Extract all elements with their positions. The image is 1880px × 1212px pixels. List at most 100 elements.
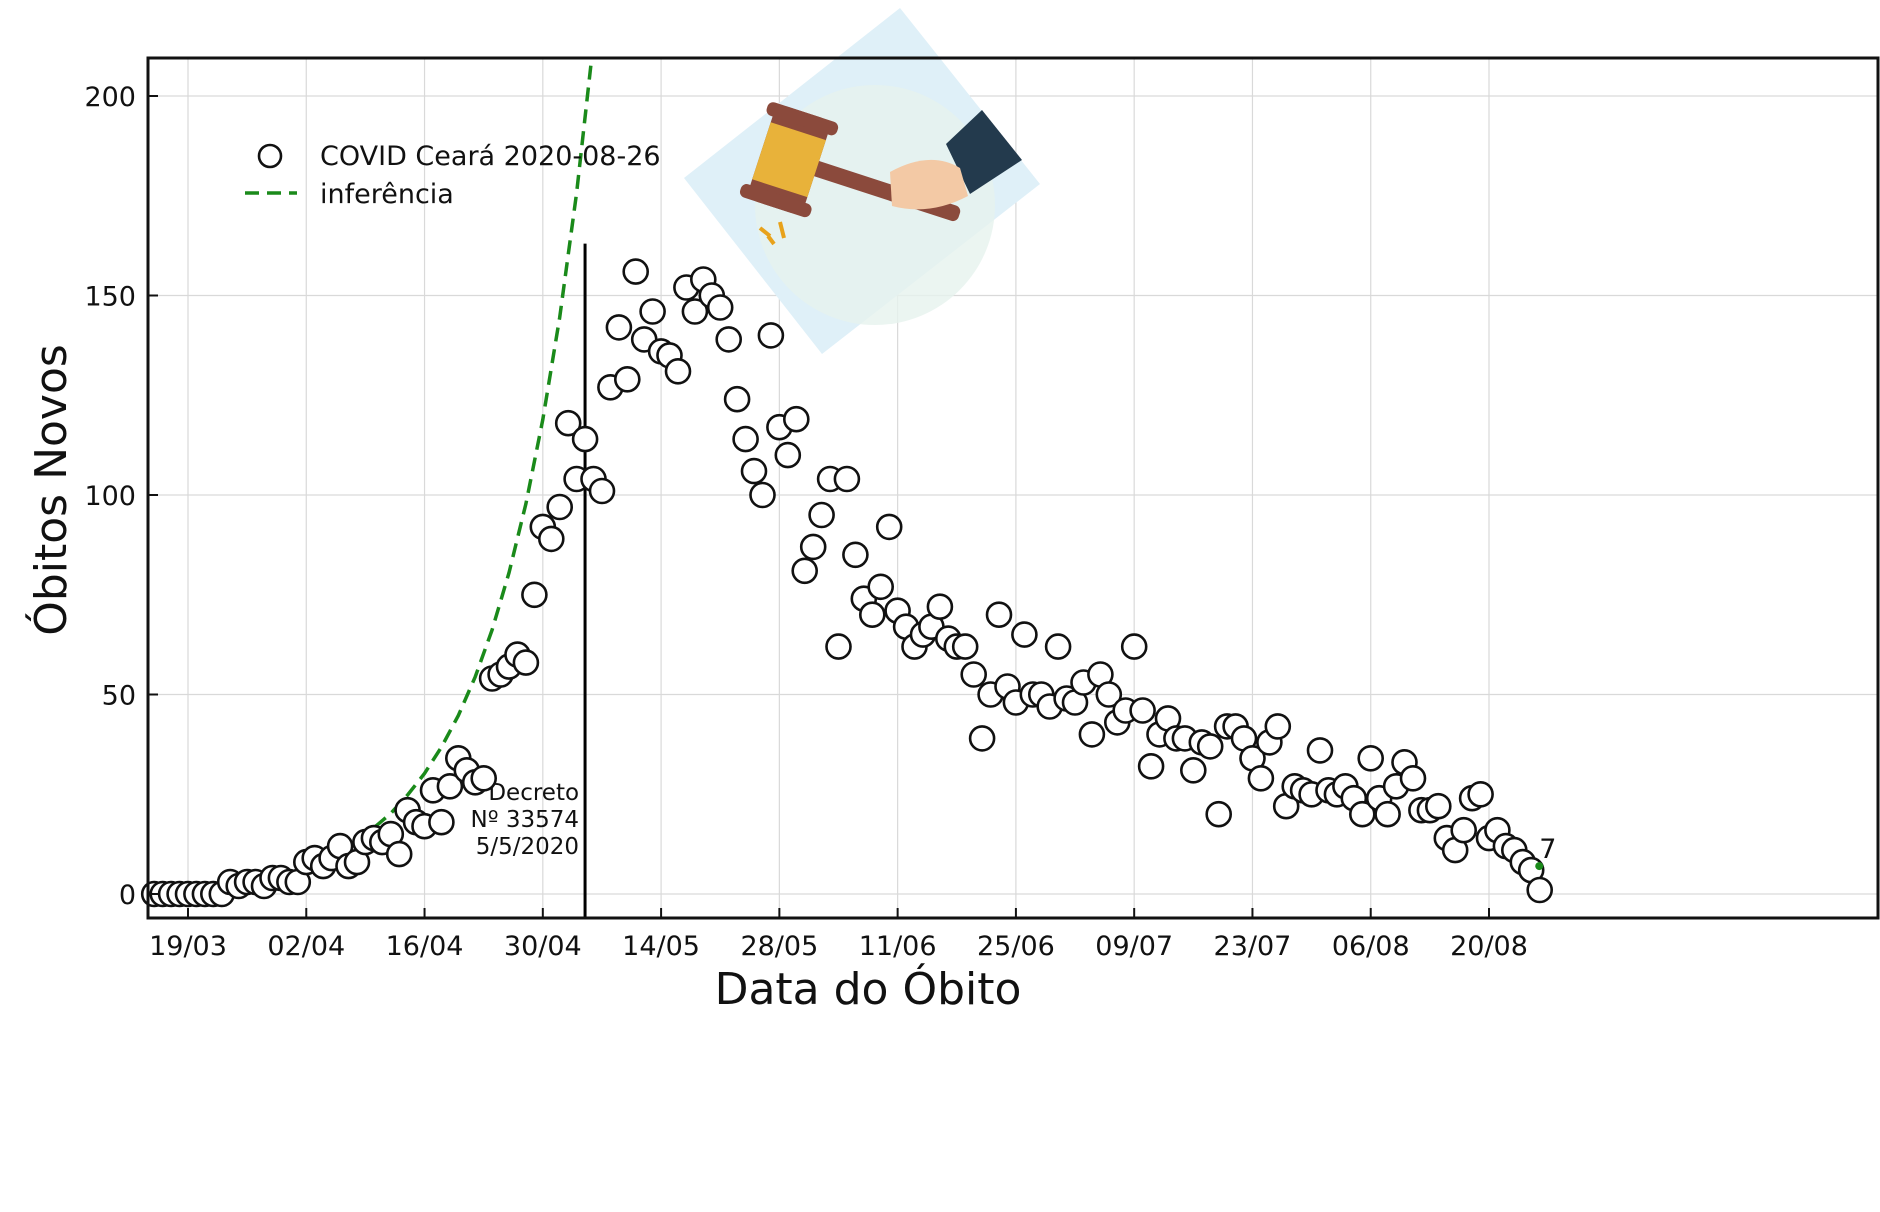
- data-point: [664, 357, 692, 385]
- y-tick-label: 50: [102, 681, 136, 712]
- data-point: [833, 465, 861, 493]
- data-point: [571, 425, 599, 453]
- data-point: [782, 405, 810, 433]
- data-point: [385, 840, 413, 868]
- data-point: [537, 525, 565, 553]
- y-axis-title: Óbitos Novos: [24, 344, 77, 636]
- data-point: [808, 501, 835, 529]
- y-tick-label: 150: [84, 282, 136, 313]
- data-point: [521, 581, 548, 609]
- gavel-cap-top: [766, 102, 839, 136]
- data-point: [1196, 733, 1224, 760]
- legend-marker-circle: [257, 143, 283, 169]
- data-point: [960, 661, 988, 688]
- data-point: [1399, 764, 1427, 792]
- legend: COVID Ceará 2020-08-26 inferência: [245, 141, 661, 210]
- data-point: [706, 294, 734, 321]
- data-point: [791, 557, 819, 585]
- data-point: [774, 441, 802, 469]
- x-axis-ticks: 19/03 02/04 16/04 30/04 14/05 28/05 11/06 25/06…: [149, 908, 1528, 962]
- last-value-marker: [1535, 862, 1544, 871]
- gavel-band: [752, 122, 826, 198]
- data-point: [875, 513, 903, 541]
- x-tick-label: 30/04: [504, 931, 582, 962]
- data-point: [613, 365, 641, 393]
- x-tick-label: 20/08: [1450, 931, 1528, 962]
- data-point: [470, 764, 498, 792]
- x-tick-label: 06/08: [1332, 931, 1410, 962]
- data-point: [639, 298, 666, 325]
- x-tick-label: 11/06: [859, 931, 937, 962]
- spark-mark: [778, 221, 786, 239]
- x-tick-label: 23/07: [1214, 931, 1292, 962]
- x-axis-title: Data do Óbito: [715, 962, 1022, 1015]
- x-tick-label: 02/04: [267, 931, 345, 962]
- spark-mark: [766, 234, 776, 246]
- data-point: [1011, 621, 1038, 648]
- gavel-cap-bottom: [739, 184, 812, 218]
- data-point: [757, 322, 785, 349]
- y-tick-label: 100: [84, 481, 136, 512]
- y-tick-label: 0: [119, 880, 136, 911]
- decree-annotation-line: Nº 33574: [471, 807, 580, 833]
- data-point: [842, 541, 869, 569]
- gavel-icon: [739, 102, 961, 222]
- sleeve-shape: [946, 110, 1022, 194]
- data-point: [1264, 713, 1292, 740]
- x-tick-label: 25/06: [977, 931, 1055, 962]
- data-point: [926, 593, 954, 621]
- data-point: [1205, 800, 1232, 828]
- data-point: [1247, 764, 1275, 792]
- spark-mark: [758, 226, 772, 238]
- data-point: [428, 808, 455, 836]
- x-tick-label: 16/04: [386, 931, 464, 962]
- last-value-label: 7: [1539, 834, 1556, 865]
- data-point: [732, 425, 759, 453]
- data-point: [1120, 633, 1148, 660]
- hand-shape: [890, 159, 968, 210]
- data-point: [1450, 816, 1477, 844]
- data-point: [723, 385, 751, 413]
- data-point: [740, 457, 768, 485]
- y-tick-label: 200: [84, 82, 136, 113]
- data-point: [799, 533, 827, 561]
- data-point: [681, 298, 709, 325]
- data-point: [968, 725, 996, 752]
- data-point: [512, 649, 540, 676]
- data-point: [1306, 737, 1334, 764]
- data-point: [1129, 697, 1156, 724]
- data-point: [1357, 744, 1384, 772]
- plot-frame: [146, 56, 1880, 920]
- data-point: [1078, 721, 1106, 748]
- decree-annotation-line: Decreto: [488, 780, 579, 806]
- data-point: [1526, 876, 1553, 904]
- data-point: [436, 772, 464, 800]
- data-point: [985, 601, 1013, 629]
- x-tick-label: 19/03: [149, 931, 227, 962]
- data-point: [858, 601, 886, 629]
- data-point: [825, 633, 852, 660]
- data-point: [951, 633, 979, 660]
- legend-label-inference: inferência: [320, 179, 454, 210]
- data-point: [546, 493, 574, 521]
- data-point: [622, 258, 650, 285]
- y-axis-ticks: 0 50 100 150 200: [84, 82, 158, 911]
- data-point: [554, 409, 582, 437]
- data-point: [1374, 800, 1401, 828]
- data-point: [749, 481, 776, 509]
- x-tick-label: 14/05: [622, 931, 700, 962]
- data-point: [867, 573, 895, 601]
- data-point: [1137, 752, 1165, 780]
- x-tick-label: 28/05: [740, 931, 818, 962]
- data-point: [588, 477, 616, 505]
- data-point: [1095, 681, 1123, 708]
- data-points: [140, 258, 1553, 908]
- x-tick-label: 09/07: [1095, 931, 1173, 962]
- data-point: [1180, 756, 1207, 784]
- data-point: [1044, 633, 1072, 660]
- data-point: [715, 326, 743, 353]
- data-point: [1467, 780, 1494, 808]
- decree-annotation-line: 5/5/2020: [476, 834, 579, 860]
